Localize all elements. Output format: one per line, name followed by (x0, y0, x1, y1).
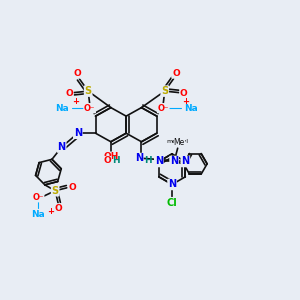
Text: Na: Na (184, 104, 198, 113)
Text: N: N (181, 157, 189, 166)
Text: O: O (73, 69, 81, 78)
Text: Na: Na (55, 104, 68, 113)
Text: N: N (168, 179, 176, 190)
Text: Cl: Cl (167, 198, 178, 208)
Text: H: H (112, 156, 120, 165)
Text: O: O (172, 69, 180, 78)
Text: N: N (74, 128, 82, 138)
Text: O: O (65, 89, 73, 98)
Text: O: O (180, 89, 188, 98)
Text: Me: Me (173, 138, 185, 147)
Text: O: O (103, 156, 111, 165)
Text: H: H (144, 155, 152, 164)
Text: +: + (182, 98, 189, 106)
Text: O: O (68, 183, 76, 192)
Text: +: + (47, 207, 54, 216)
Text: O⁻: O⁻ (158, 104, 169, 113)
Text: O⁻: O⁻ (32, 193, 44, 202)
Text: methyl: methyl (167, 139, 189, 144)
Text: N: N (135, 153, 143, 163)
Text: N: N (170, 157, 178, 166)
Text: O⁻: O⁻ (84, 104, 95, 113)
Text: O: O (54, 204, 62, 213)
Text: N: N (155, 157, 163, 166)
Text: +: + (72, 98, 79, 106)
Text: Na: Na (31, 210, 45, 219)
Text: N: N (58, 142, 66, 152)
Text: S: S (85, 86, 92, 96)
Text: S: S (161, 86, 168, 96)
Text: OH: OH (103, 152, 118, 161)
Text: S: S (52, 186, 59, 196)
